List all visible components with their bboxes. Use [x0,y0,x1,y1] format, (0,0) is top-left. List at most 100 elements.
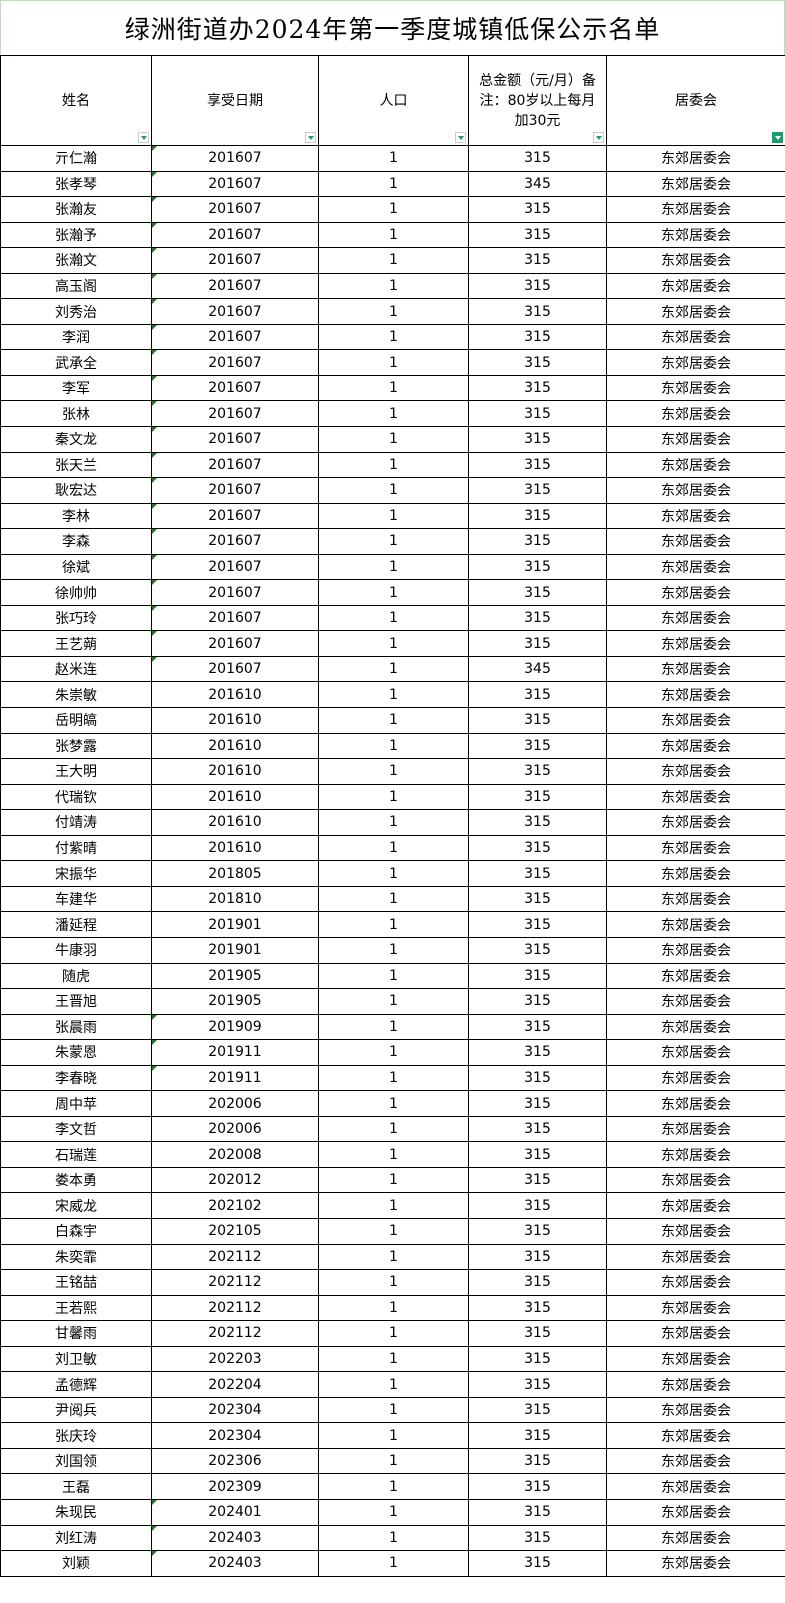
cell-population[interactable]: 1 [318,196,469,223]
cell-population[interactable]: 1 [318,221,469,249]
cell-date[interactable]: 201610 [151,834,319,862]
cell-date[interactable]: 202008 [151,1141,319,1168]
cell-date[interactable]: 201607 [151,196,319,223]
cell-population[interactable]: 1 [318,298,469,325]
cell-committee[interactable]: 东郊居委会 [606,323,785,351]
cell-name[interactable]: 王若熙 [0,1294,152,1322]
cell-name[interactable]: 张瀚予 [0,221,152,249]
cell-name[interactable]: 娄本勇 [0,1166,152,1194]
cell-amount[interactable]: 315 [468,758,607,785]
cell-committee[interactable]: 东郊居委会 [606,298,785,325]
cell-committee[interactable]: 东郊居委会 [606,1243,785,1271]
cell-population[interactable]: 1 [318,1498,469,1526]
cell-population[interactable]: 1 [318,834,469,862]
cell-date[interactable]: 201607 [151,502,319,530]
cell-name[interactable]: 甘馨雨 [0,1320,152,1347]
cell-date[interactable]: 201607 [151,400,319,428]
cell-committee[interactable]: 东郊居委会 [606,374,785,402]
cell-date[interactable]: 201911 [151,1064,319,1092]
cell-name[interactable]: 尹阅兵 [0,1396,152,1424]
cell-name[interactable]: 李春晓 [0,1064,152,1092]
cell-amount[interactable]: 315 [468,1396,607,1424]
cell-population[interactable]: 1 [318,962,469,990]
cell-committee[interactable]: 东郊居委会 [606,1447,785,1475]
cell-date[interactable]: 201607 [151,221,319,249]
cell-name[interactable]: 张林 [0,400,152,428]
cell-population[interactable]: 1 [318,1447,469,1475]
cell-amount[interactable]: 315 [468,400,607,428]
cell-name[interactable]: 李润 [0,323,152,351]
cell-amount[interactable]: 315 [468,528,607,555]
cell-amount[interactable]: 315 [468,1064,607,1092]
cell-amount[interactable]: 315 [468,1550,607,1577]
cell-committee[interactable]: 东郊居委会 [606,196,785,223]
cell-date[interactable]: 202304 [151,1422,319,1449]
cell-amount[interactable]: 315 [468,1013,607,1041]
cell-date[interactable]: 201607 [151,579,319,606]
cell-population[interactable]: 1 [318,1550,469,1577]
cell-date[interactable]: 201610 [151,681,319,709]
cell-date[interactable]: 202006 [151,1115,319,1143]
cell-committee[interactable]: 东郊居委会 [606,809,785,836]
cell-amount[interactable]: 315 [468,1141,607,1168]
cell-name[interactable]: 潘延程 [0,911,152,938]
cell-name[interactable]: 张天兰 [0,451,152,479]
cell-population[interactable]: 1 [318,579,469,606]
cell-name[interactable]: 高玉阁 [0,272,152,300]
cell-date[interactable]: 201610 [151,783,319,811]
cell-committee[interactable]: 东郊居委会 [606,783,785,811]
cell-committee[interactable]: 东郊居委会 [606,630,785,657]
cell-date[interactable]: 201610 [151,732,319,760]
cell-population[interactable]: 1 [318,1371,469,1398]
cell-date[interactable]: 201610 [151,707,319,734]
cell-name[interactable]: 王磊 [0,1473,152,1500]
cell-amount[interactable]: 315 [468,1320,607,1347]
cell-date[interactable]: 201607 [151,528,319,555]
cell-committee[interactable]: 东郊居委会 [606,1090,785,1117]
cell-committee[interactable]: 东郊居委会 [606,1550,785,1577]
cell-committee[interactable]: 东郊居委会 [606,1115,785,1143]
cell-committee[interactable]: 东郊居委会 [606,247,785,274]
cell-population[interactable]: 1 [318,1422,469,1449]
cell-population[interactable]: 1 [318,1013,469,1041]
cell-name[interactable]: 张瀚友 [0,196,152,223]
cell-committee[interactable]: 东郊居委会 [606,553,785,581]
cell-date[interactable]: 201905 [151,962,319,990]
cell-date[interactable]: 201607 [151,655,319,683]
cell-committee[interactable]: 东郊居委会 [606,681,785,709]
cell-amount[interactable]: 315 [468,1447,607,1475]
cell-date[interactable]: 202112 [151,1320,319,1347]
cell-date[interactable]: 201607 [151,272,319,300]
cell-name[interactable]: 张瀚文 [0,247,152,274]
cell-committee[interactable]: 东郊居委会 [606,936,785,964]
cell-name[interactable]: 朱现民 [0,1498,152,1526]
cell-name[interactable]: 秦文龙 [0,426,152,453]
cell-amount[interactable]: 315 [468,630,607,657]
cell-amount[interactable]: 315 [468,885,607,913]
cell-name[interactable]: 张晨雨 [0,1013,152,1041]
cell-amount[interactable]: 315 [468,553,607,581]
cell-amount[interactable]: 315 [468,1294,607,1322]
cell-name[interactable]: 宋振华 [0,860,152,887]
cell-population[interactable]: 1 [318,1243,469,1271]
cell-committee[interactable]: 东郊居委会 [606,758,785,785]
cell-population[interactable]: 1 [318,732,469,760]
cell-population[interactable]: 1 [318,247,469,274]
cell-name[interactable]: 牛康羽 [0,936,152,964]
cell-amount[interactable]: 315 [468,1498,607,1526]
cell-name[interactable]: 王艺蒴 [0,630,152,657]
cell-amount[interactable]: 315 [468,1371,607,1398]
cell-amount[interactable]: 315 [468,936,607,964]
cell-date[interactable]: 202309 [151,1473,319,1500]
cell-name[interactable]: 张庆玲 [0,1422,152,1449]
cell-committee[interactable]: 东郊居委会 [606,502,785,530]
cell-amount[interactable]: 315 [468,732,607,760]
filter-dropdown-icon[interactable] [455,132,466,143]
cell-name[interactable]: 孟德辉 [0,1371,152,1398]
cell-name[interactable]: 刘卫敏 [0,1345,152,1373]
cell-committee[interactable]: 东郊居委会 [606,1320,785,1347]
cell-population[interactable]: 1 [318,885,469,913]
cell-population[interactable]: 1 [318,630,469,657]
cell-committee[interactable]: 东郊居委会 [606,1345,785,1373]
cell-committee[interactable]: 东郊居委会 [606,707,785,734]
